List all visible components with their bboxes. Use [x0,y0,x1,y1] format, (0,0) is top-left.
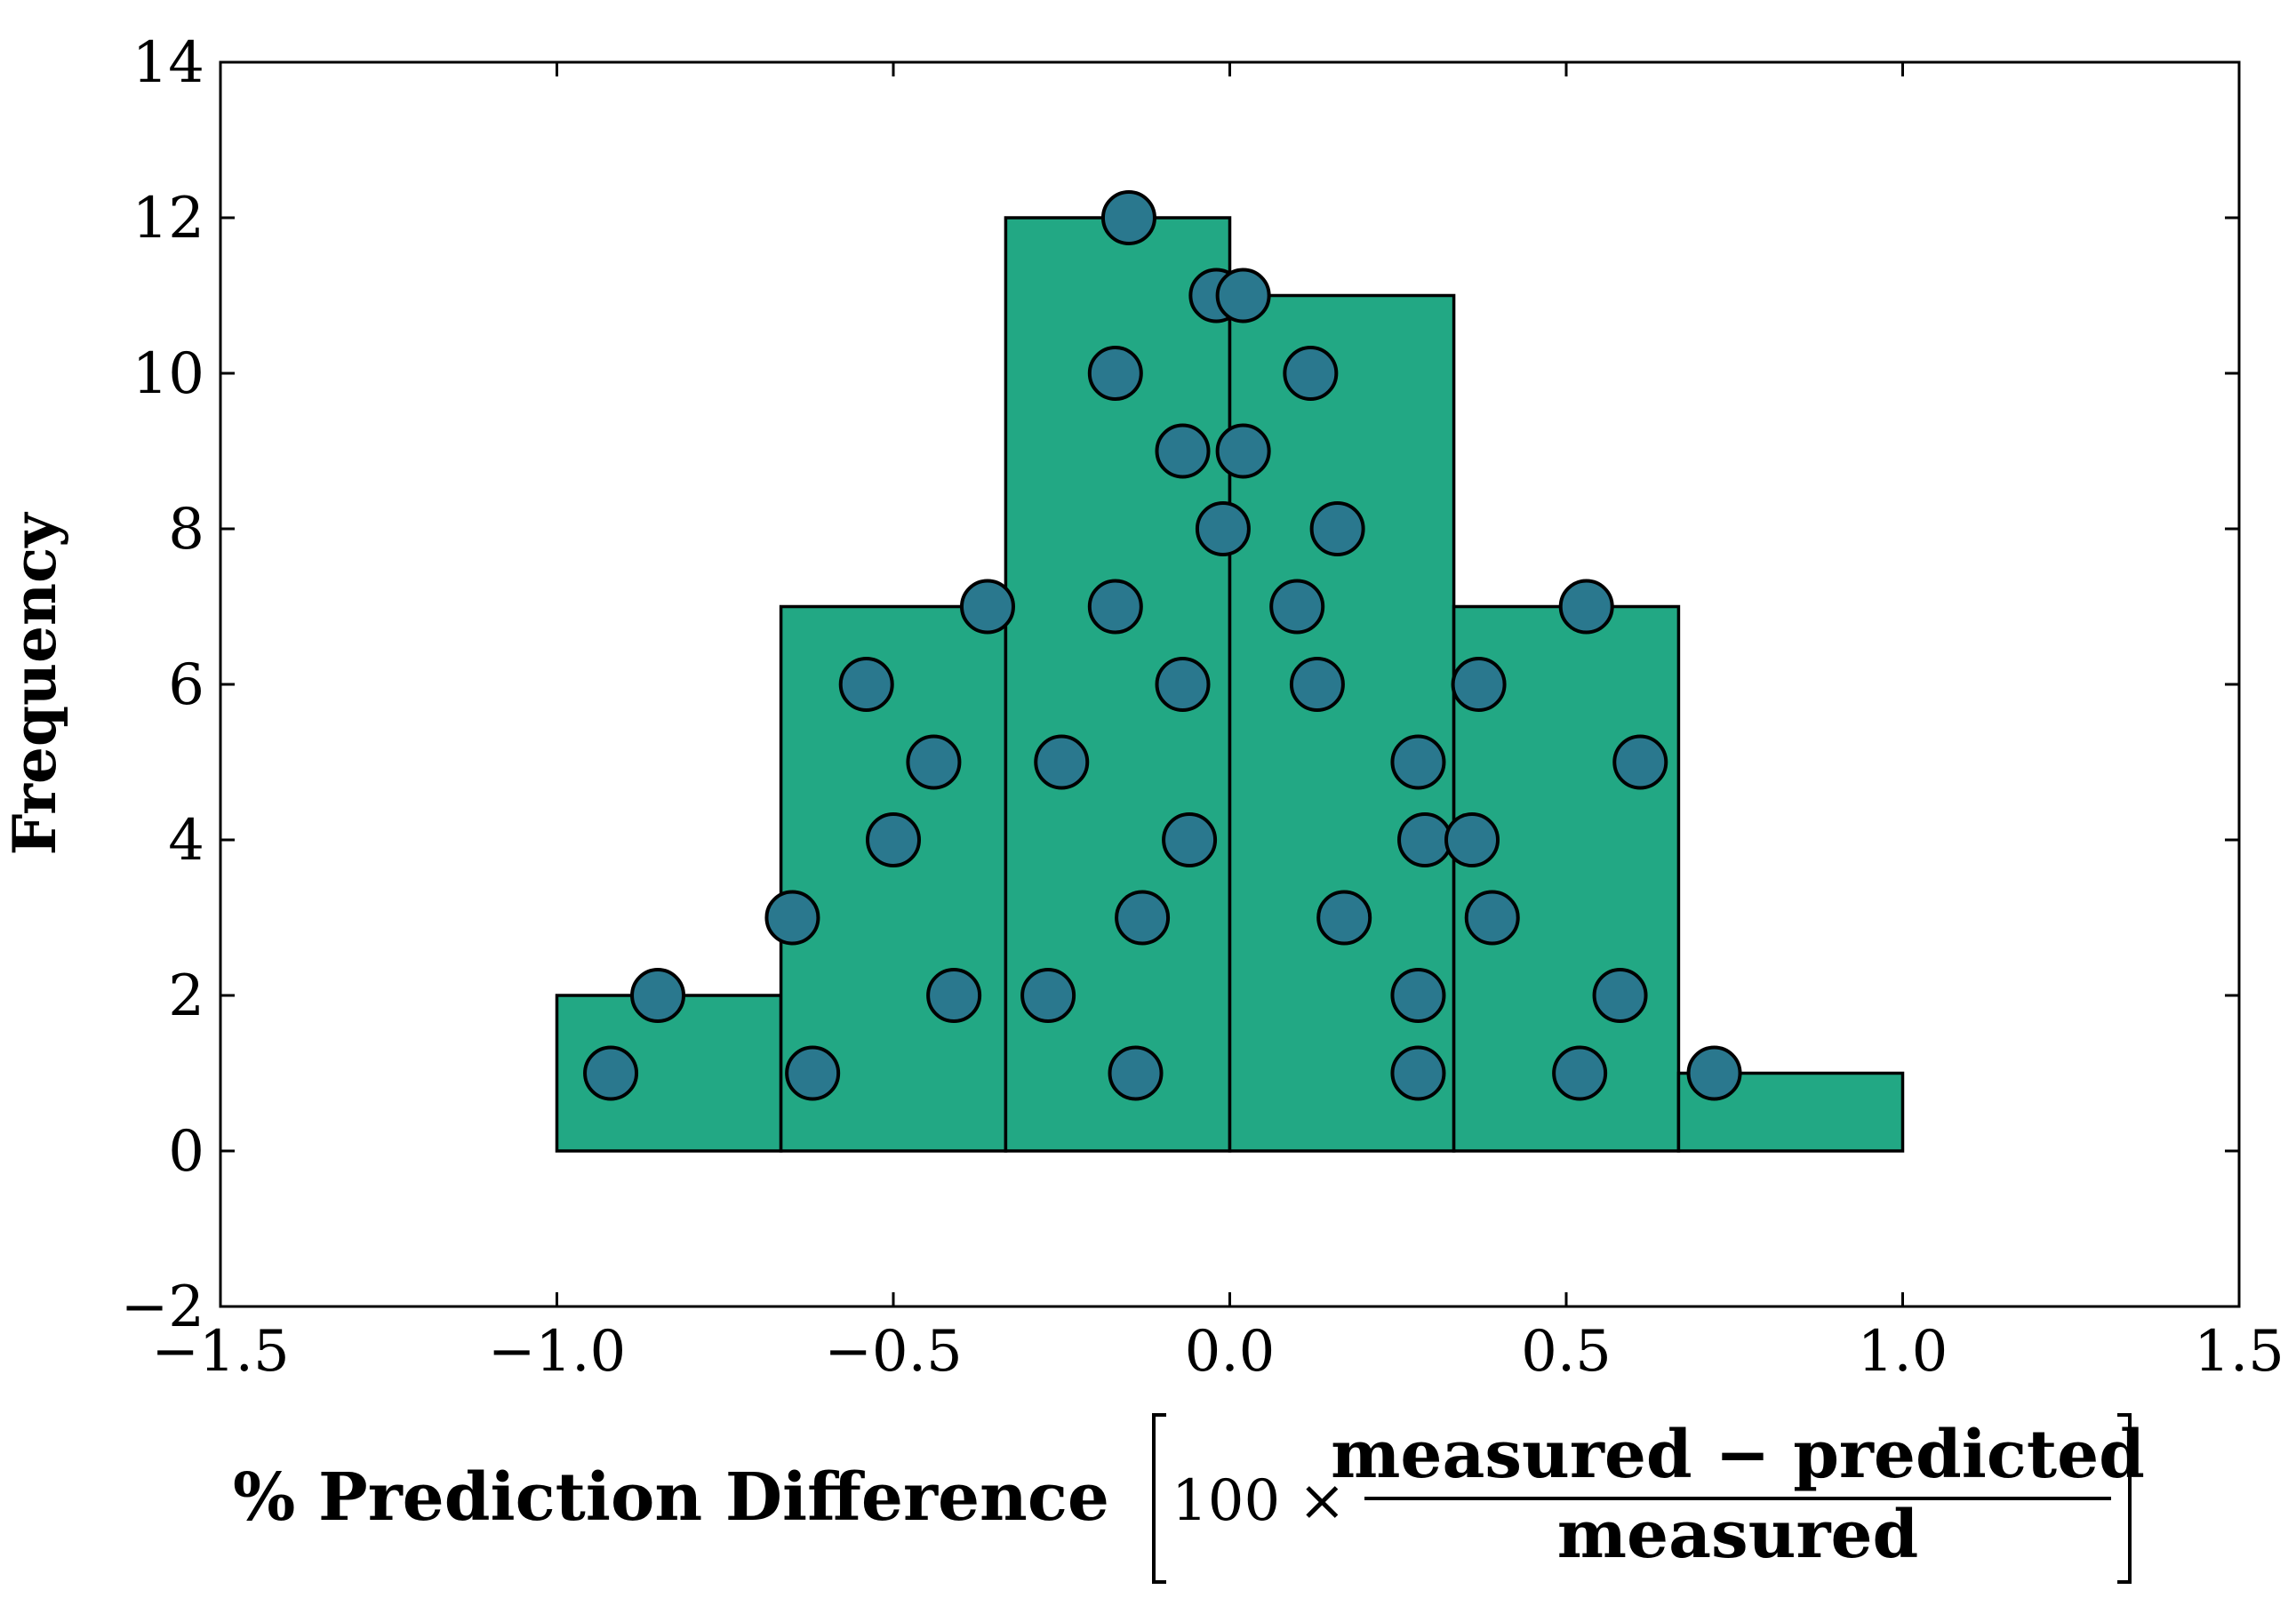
x-tick-label: 0.5 [1521,1319,1612,1385]
data-point-19 [1087,346,1143,401]
y-tick-label: 14 [132,30,204,96]
data-point-37 [1612,734,1668,790]
y-tick-label: 2 [168,963,204,1029]
data-point-24 [1316,890,1372,946]
x-axis-label: % Prediction Difference 100 × measured −… [233,1413,2145,1584]
data-points [583,190,1742,1101]
x-axis-ticks: −1.5 −1.0 −0.5 0.0 0.5 1.0 1.5 [151,62,2284,1385]
right-bracket [2117,1413,2132,1584]
data-point-17 [1195,501,1251,556]
y-tick-label: 0 [168,1119,204,1185]
data-point-4 [764,890,820,946]
data-point-22 [1390,1045,1446,1101]
data-point-29 [1309,501,1365,556]
data-point-25 [1397,812,1453,867]
data-point-1 [583,1045,639,1101]
left-bracket [1152,1413,1166,1584]
x-tick-label: 1.5 [2194,1319,2284,1385]
y-tick-label: 6 [168,652,204,718]
y-axis-ticks: −2 0 2 4 6 8 10 12 14 [121,30,2239,1340]
data-point-27 [1289,657,1345,712]
data-point-40 [1686,1045,1742,1101]
y-tick-label: 10 [132,341,204,407]
x-axis-label-prefix: % Prediction Difference [233,1459,1109,1536]
data-point-34 [1592,968,1648,1023]
y-tick-label: 4 [168,808,204,874]
data-point-11 [1020,968,1076,1023]
data-point-6 [906,734,962,790]
data-point-33 [1552,1045,1608,1101]
x-tick-label: −0.5 [824,1319,962,1385]
data-point-8 [959,579,1015,635]
data-point-32 [1215,268,1271,324]
data-point-26 [1390,734,1446,790]
data-point-14 [1034,734,1090,790]
data-point-10 [1108,1045,1164,1101]
data-point-16 [1087,579,1143,635]
x-axis-label-numerator: measured − predicted [1331,1417,2145,1493]
y-tick-label: 8 [168,497,204,563]
x-tick-label: 0.0 [1185,1319,1276,1385]
data-point-5 [866,812,921,867]
x-axis-label-denominator: measured [1557,1497,1919,1573]
data-point-9 [926,968,982,1023]
x-axis-label-multiplier: 100 × [1172,1468,1346,1534]
x-tick-label: −1.5 [151,1319,289,1385]
data-point-15 [1155,657,1211,712]
data-point-21 [1100,190,1156,245]
data-point-23 [1390,968,1446,1023]
data-point-39 [1558,579,1614,635]
data-point-12 [1115,890,1171,946]
x-tick-label: 1.0 [1858,1319,1948,1385]
data-point-38 [1451,657,1507,712]
data-point-36 [1444,812,1500,867]
y-tick-label: 12 [132,186,204,252]
data-point-30 [1215,423,1271,479]
x-tick-label: −1.0 [488,1319,626,1385]
data-point-3 [785,1045,841,1101]
data-point-13 [1162,812,1218,867]
data-point-35 [1464,890,1520,946]
data-point-31 [1283,346,1339,401]
data-point-7 [838,657,894,712]
y-axis-label: Frequency [0,512,69,856]
y-tick-label: −2 [121,1274,204,1340]
data-point-2 [630,968,686,1023]
data-point-28 [1269,579,1325,635]
data-point-18 [1155,423,1211,479]
